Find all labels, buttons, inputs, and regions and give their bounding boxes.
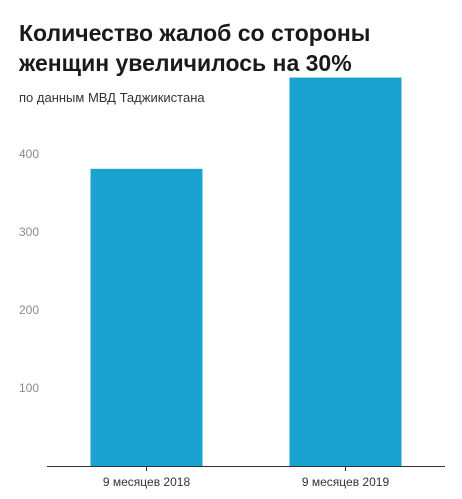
y-tick-label: 100	[19, 381, 39, 395]
x-tick-label: 9 месяцев 2018	[103, 475, 191, 489]
y-tick-label: 200	[19, 303, 39, 317]
x-axis-ticks: 9 месяцев 2018 9 месяцев 2019	[103, 466, 390, 489]
bars	[90, 77, 402, 466]
bar-1	[90, 168, 203, 466]
y-axis-ticks: 100 200 300 400	[19, 147, 39, 395]
chart-subtitle: по данным МВД Таджикистана	[19, 90, 205, 105]
chart-title: Количество жалоб со стороны женщин увели…	[19, 20, 371, 76]
bar-2	[289, 77, 402, 466]
y-tick-label: 300	[19, 225, 39, 239]
x-tick-label: 9 месяцев 2019	[302, 475, 390, 489]
y-tick-label: 400	[19, 147, 39, 161]
